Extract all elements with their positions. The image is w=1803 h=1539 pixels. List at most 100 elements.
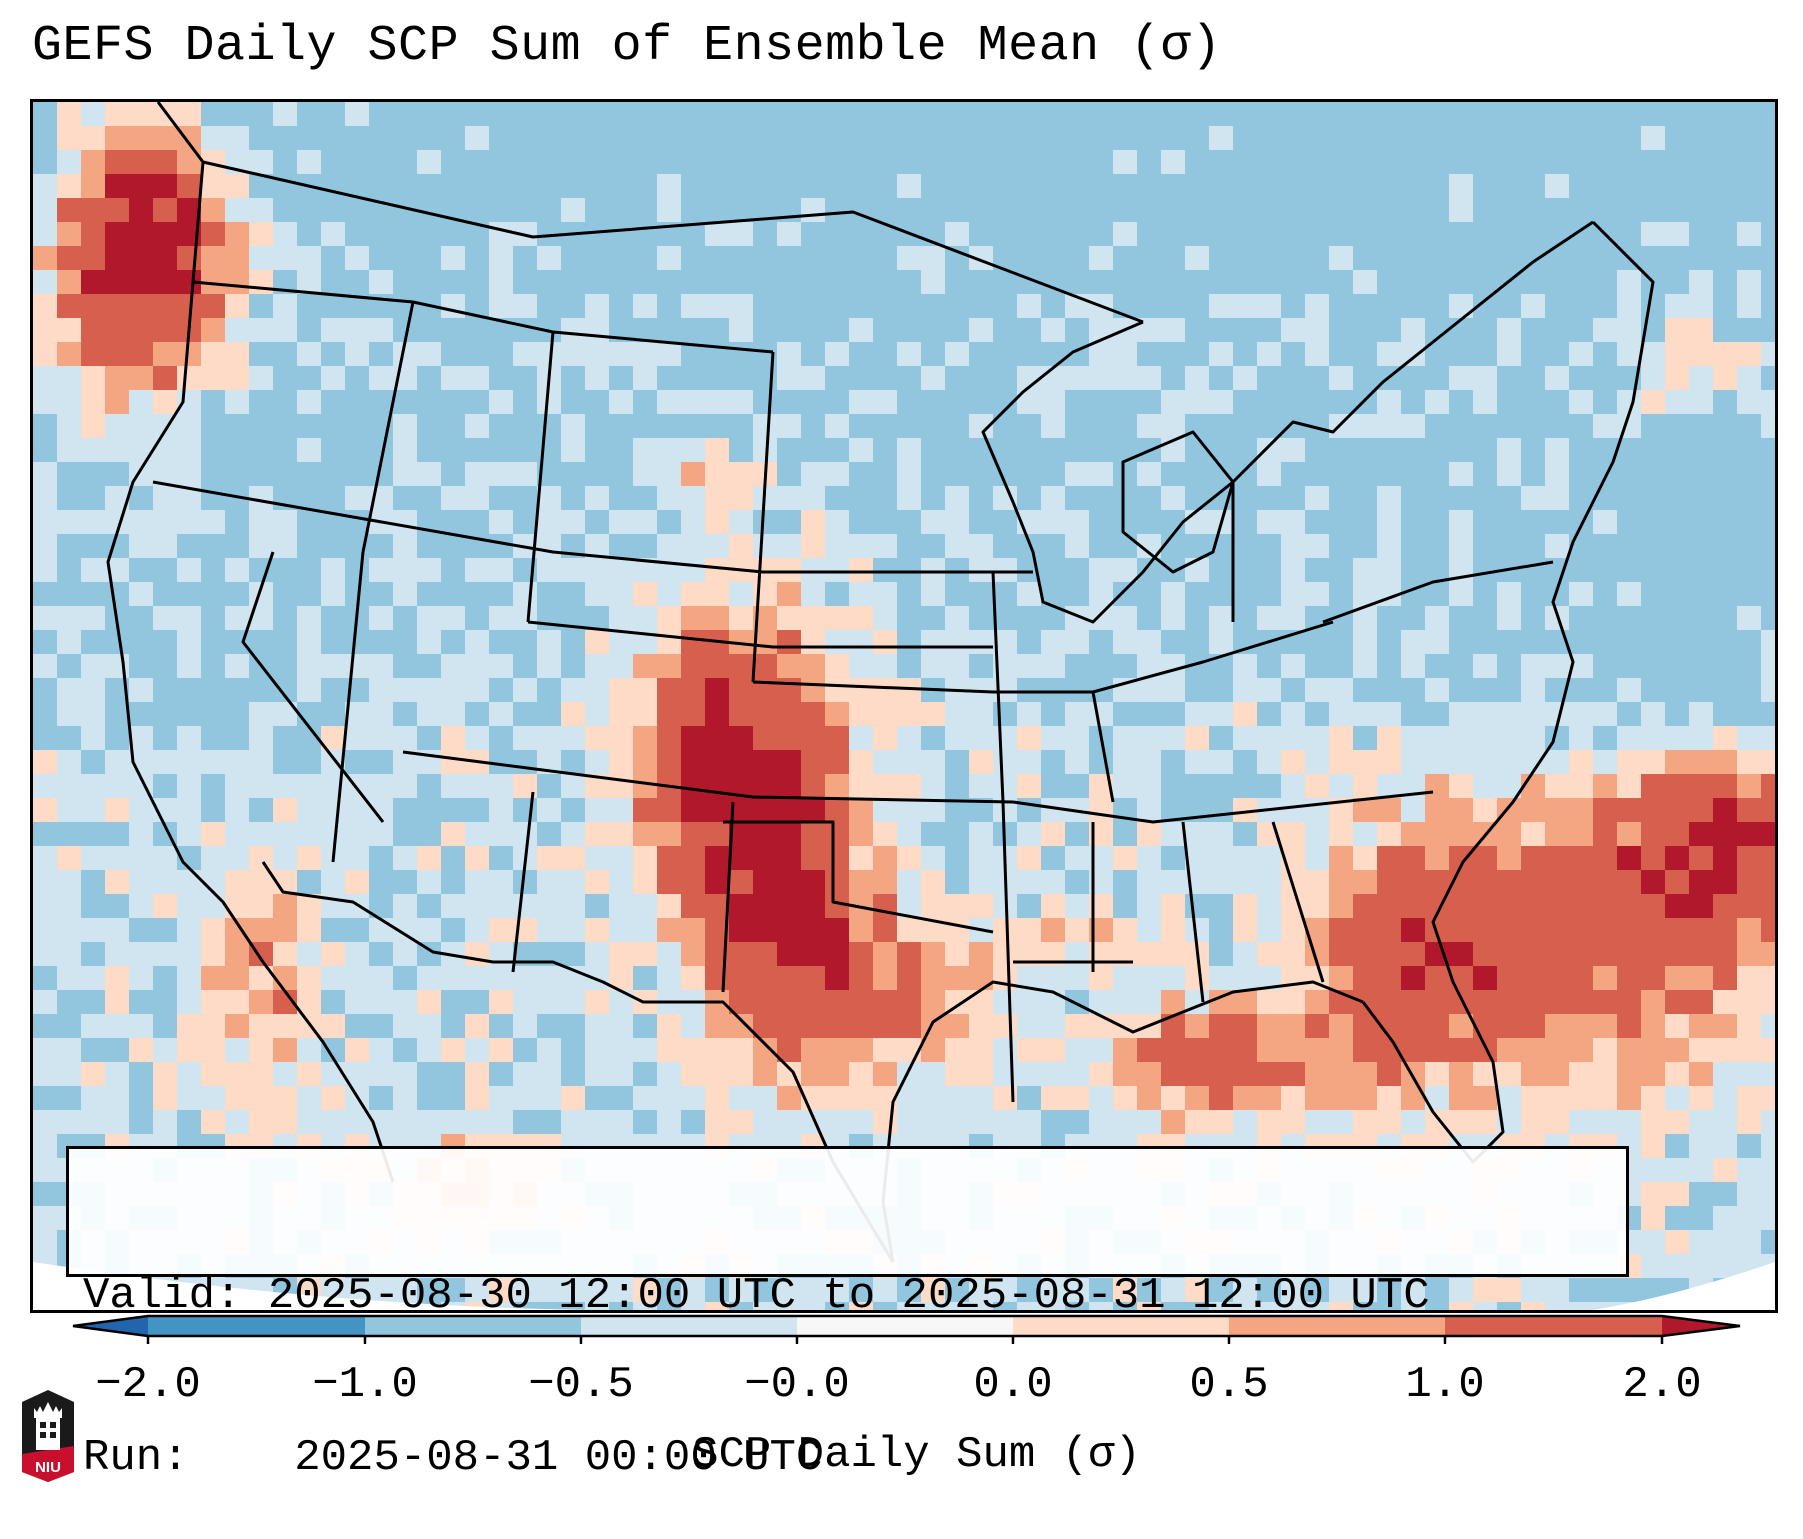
scp-cell xyxy=(1281,294,1305,318)
scp-cell xyxy=(1329,1062,1353,1086)
scp-cell xyxy=(873,678,897,702)
scp-cell xyxy=(105,390,129,414)
scp-cell xyxy=(393,702,417,726)
scp-cell xyxy=(1617,846,1641,870)
scp-cell xyxy=(1713,438,1737,462)
scp-cell xyxy=(1089,126,1113,150)
scp-cell xyxy=(1377,462,1401,486)
scp-cell xyxy=(921,1278,945,1302)
scp-cell xyxy=(1737,798,1761,822)
scp-cell xyxy=(177,366,201,390)
scp-cell xyxy=(825,318,849,342)
scp-cell xyxy=(1689,462,1713,486)
scp-cell xyxy=(1545,390,1569,414)
scp-cell xyxy=(1449,222,1473,246)
scp-cell xyxy=(1257,942,1281,966)
scp-cell xyxy=(1521,414,1545,438)
scp-cell xyxy=(1041,1110,1065,1134)
scp-cell xyxy=(81,750,105,774)
scp-cell xyxy=(897,942,921,966)
scp-cell xyxy=(513,150,537,174)
scp-cell xyxy=(1065,438,1089,462)
scp-cell xyxy=(1473,870,1497,894)
scp-cell xyxy=(1689,174,1713,198)
scp-cell xyxy=(249,1110,273,1134)
scp-cell xyxy=(1281,462,1305,486)
scp-cell xyxy=(993,150,1017,174)
scp-cell xyxy=(1689,774,1713,798)
scp-cell xyxy=(1473,990,1497,1014)
scp-cell xyxy=(1737,414,1761,438)
scp-cell xyxy=(705,198,729,222)
scp-cell xyxy=(249,894,273,918)
scp-cell xyxy=(1017,774,1041,798)
scp-cell xyxy=(1377,606,1401,630)
scp-cell xyxy=(1041,1086,1065,1110)
scp-cell xyxy=(1521,822,1545,846)
scp-cell xyxy=(1233,774,1257,798)
scp-cell xyxy=(897,198,921,222)
scp-cell xyxy=(1593,294,1617,318)
scp-cell xyxy=(417,990,441,1014)
scp-cell xyxy=(609,294,633,318)
scp-cell xyxy=(1209,1062,1233,1086)
scp-cell xyxy=(1521,606,1545,630)
scp-cell xyxy=(1641,1086,1665,1110)
scp-cell xyxy=(1401,462,1425,486)
scp-cell xyxy=(1041,150,1065,174)
scp-cell xyxy=(1137,198,1161,222)
scp-cell xyxy=(225,294,249,318)
scp-cell xyxy=(321,486,345,510)
scp-cell xyxy=(1593,654,1617,678)
scp-cell xyxy=(1641,630,1665,654)
scp-cell xyxy=(1737,534,1761,558)
scp-cell xyxy=(561,486,585,510)
scp-cell xyxy=(1665,462,1689,486)
scp-cell xyxy=(825,1038,849,1062)
scp-cell xyxy=(1113,1014,1137,1038)
scp-cell xyxy=(729,486,753,510)
scp-cell xyxy=(897,918,921,942)
scp-cell xyxy=(1689,654,1713,678)
scp-cell xyxy=(273,582,297,606)
scp-cell xyxy=(1185,198,1209,222)
scp-cell xyxy=(1353,126,1377,150)
scp-cell xyxy=(1473,846,1497,870)
scp-cell xyxy=(1281,342,1305,366)
scp-cell xyxy=(1713,510,1737,534)
scp-cell xyxy=(1401,846,1425,870)
scp-cell xyxy=(1593,150,1617,174)
scp-cell xyxy=(825,294,849,318)
scp-cell xyxy=(1209,1110,1233,1134)
scp-cell xyxy=(681,246,705,270)
scp-cell xyxy=(1713,150,1737,174)
scp-cell xyxy=(849,510,873,534)
scp-cell xyxy=(1497,1038,1521,1062)
scp-cell xyxy=(465,246,489,270)
scp-cell xyxy=(393,606,417,630)
scp-cell xyxy=(897,606,921,630)
scp-cell xyxy=(369,102,393,126)
scp-cell xyxy=(897,1014,921,1038)
scp-cell xyxy=(1353,222,1377,246)
scp-cell xyxy=(201,246,225,270)
scp-cell xyxy=(1545,894,1569,918)
scp-cell xyxy=(921,126,945,150)
scp-cell xyxy=(1113,270,1137,294)
scp-cell xyxy=(537,126,561,150)
boundary-line xyxy=(1181,821,1205,1003)
scp-cell xyxy=(1209,102,1233,126)
scp-cell xyxy=(1545,1038,1569,1062)
scp-cell xyxy=(249,1014,273,1038)
scp-cell xyxy=(681,918,705,942)
scp-cell xyxy=(81,246,105,270)
scp-cell xyxy=(1545,1014,1569,1038)
scp-cell xyxy=(153,1062,177,1086)
scp-cell xyxy=(177,582,201,606)
scp-cell xyxy=(825,438,849,462)
scp-cell xyxy=(1449,606,1473,630)
scp-cell xyxy=(417,414,441,438)
scp-cell xyxy=(1329,654,1353,678)
scp-cell xyxy=(969,102,993,126)
scp-cell xyxy=(1281,918,1305,942)
